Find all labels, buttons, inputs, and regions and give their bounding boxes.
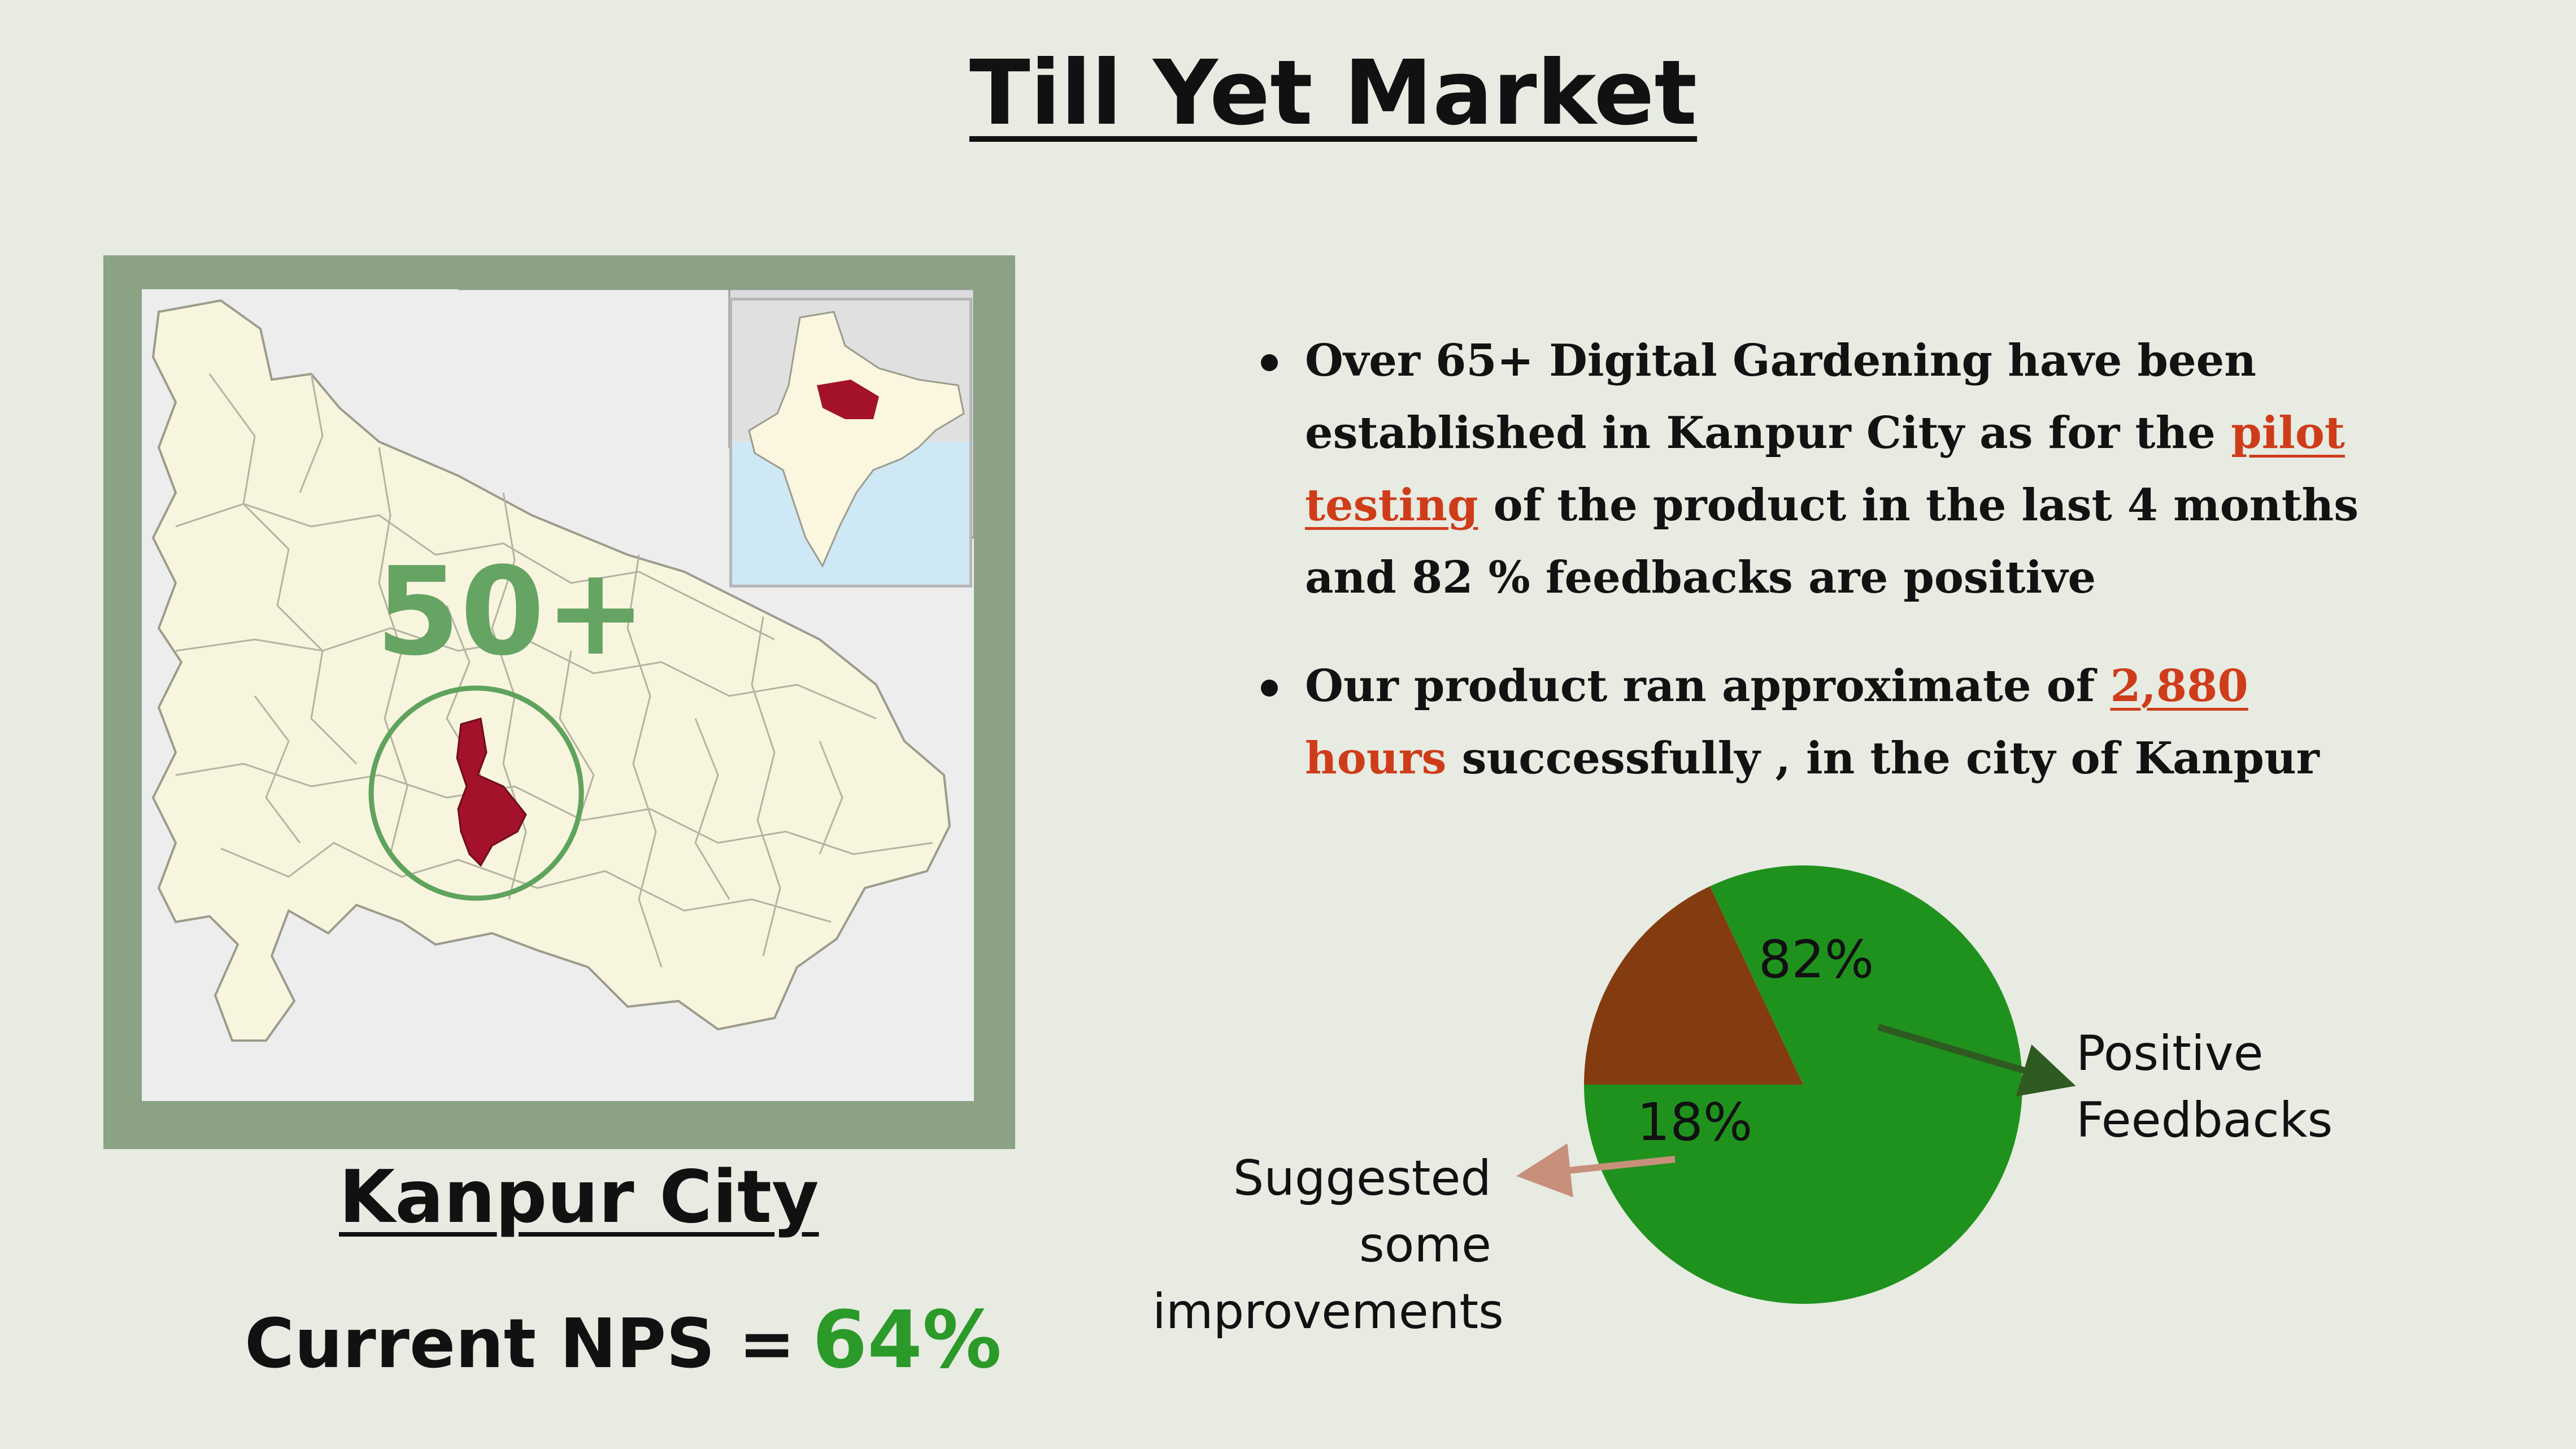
pie-slice: [1584, 886, 1803, 1085]
pie-value-label: 82%: [1759, 929, 1874, 990]
page-title: Till Yet Market: [969, 41, 1698, 145]
bullet-text: Over 65+ Digital Gardening have been est…: [1305, 335, 2257, 459]
improvement-text: Suggested some improvements: [1152, 1150, 1504, 1340]
nps-label: Current NPS =: [245, 1305, 795, 1383]
nps-row: Current NPS = 64%: [245, 1293, 1002, 1393]
map-frame: [103, 255, 1015, 1149]
nps-value: 64%: [812, 1294, 1002, 1386]
improvement-arrow: [1516, 1143, 1676, 1198]
positive-arrow: [1877, 1024, 2076, 1096]
uttar-pradesh-map: [142, 289, 974, 1101]
positive-feedback-text: Positive Feedbacks: [2076, 1025, 2333, 1148]
bullet-item: Over 65+ Digital Gardening have been est…: [1260, 325, 2412, 614]
bullet-text: Our product ran approximate of: [1305, 660, 2095, 712]
bullet-dot: [1261, 680, 1278, 697]
bullet-list: Over 65+ Digital Gardening have been est…: [1260, 325, 2412, 831]
india-inset-map: [729, 298, 972, 588]
bullet-dot: [1261, 354, 1278, 371]
improvement-callout: Suggested some improvements: [1107, 1145, 1504, 1345]
highlight-hours-number: 2,880: [2110, 660, 2248, 712]
pie-value-label: 18%: [1637, 1092, 1752, 1152]
highlight-hours-word: hours: [1305, 733, 1447, 784]
bullet-text: successfully , in the city of Kanpur: [1461, 733, 2320, 784]
bullet-item: Our product ran approximate of 2,880 hou…: [1260, 650, 2412, 795]
bullet-text: of the product in the last 4 months and …: [1305, 480, 2359, 603]
garden-count-label: 50+: [376, 541, 647, 682]
positive-feedback-callout: Positive Feedbacks: [2076, 1020, 2370, 1154]
pie-slice: [1584, 865, 2022, 1304]
highlight-pilot-testing: pilot testing: [1305, 407, 2345, 531]
city-label: Kanpur City: [339, 1155, 819, 1239]
